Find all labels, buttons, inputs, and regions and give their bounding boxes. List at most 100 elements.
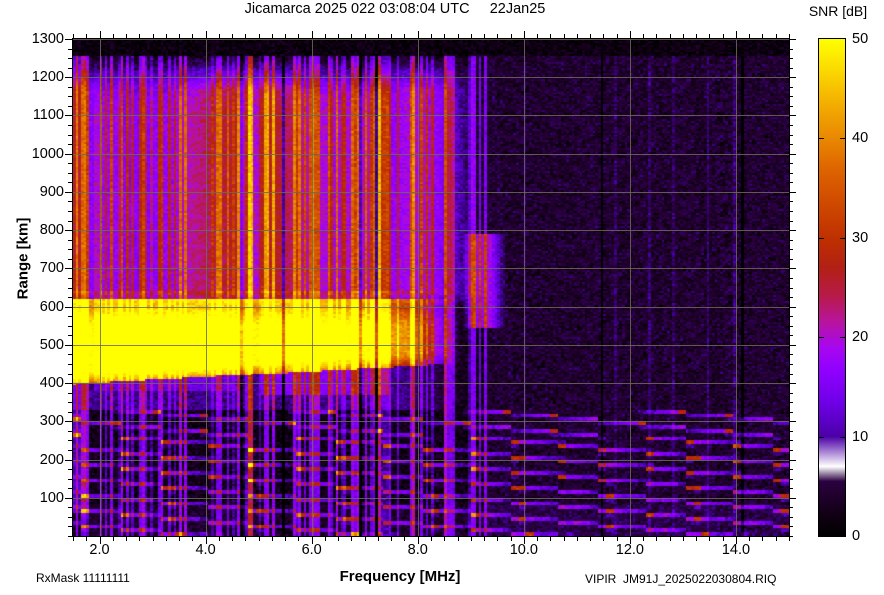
y-tick-label: 600 xyxy=(39,298,64,315)
x-tick-minor xyxy=(749,537,751,541)
x-tick-minor-top xyxy=(112,34,114,38)
y-tick-minor xyxy=(68,220,72,222)
y-tick-minor xyxy=(68,172,72,174)
y-tick-minor-right xyxy=(789,316,793,318)
x-tick-minor-top xyxy=(165,34,167,38)
x-tick-minor xyxy=(537,537,539,541)
y-tick-major-right xyxy=(789,115,796,117)
x-tick-minor xyxy=(762,537,764,541)
x-tick-minor-top xyxy=(298,34,300,38)
x-tick-minor-top xyxy=(510,34,512,38)
page-title: Jicamarca 2025 022 03:08:04 UTC 22Jan25 xyxy=(244,1,546,17)
gridline-horizontal xyxy=(73,383,789,384)
y-tick-minor-right xyxy=(789,507,793,509)
x-tick-minor xyxy=(497,537,499,541)
y-tick-minor-right xyxy=(789,125,793,127)
x-tick-minor-top xyxy=(73,34,74,38)
x-tick-minor-top xyxy=(179,34,181,38)
y-tick-minor-right xyxy=(789,335,793,337)
x-tick-minor-top xyxy=(603,34,605,38)
y-tick-major xyxy=(65,39,72,40)
x-tick-major xyxy=(311,537,313,544)
y-tick-minor xyxy=(68,516,72,518)
x-tick-minor-top xyxy=(391,34,393,38)
y-tick-minor xyxy=(68,134,72,136)
y-tick-minor xyxy=(68,58,72,60)
x-tick-minor xyxy=(789,537,790,541)
x-tick-minor xyxy=(165,537,167,541)
y-tick-minor-right xyxy=(789,363,793,365)
y-tick-minor-right xyxy=(789,249,793,251)
x-tick-minor xyxy=(192,537,194,541)
x-tick-label: 6.0 xyxy=(301,542,322,558)
x-tick-label: 10.0 xyxy=(509,542,538,558)
x-tick-major xyxy=(735,537,737,544)
x-tick-minor xyxy=(590,537,592,541)
rxmask-label: RxMask 11111111 xyxy=(36,571,130,585)
x-tick-minor xyxy=(351,537,353,541)
x-tick-minor xyxy=(298,537,300,541)
x-tick-minor xyxy=(722,537,724,541)
gridline-horizontal xyxy=(73,268,789,269)
x-tick-minor xyxy=(285,537,287,541)
y-tick-minor-right xyxy=(789,373,793,375)
y-tick-label: 900 xyxy=(39,183,64,200)
y-tick-minor-right xyxy=(789,411,793,413)
x-tick-minor xyxy=(431,537,432,541)
y-tick-major-right xyxy=(789,153,796,155)
x-tick-minor-top xyxy=(749,34,751,38)
y-tick-label: 400 xyxy=(39,375,64,392)
y-tick-minor xyxy=(68,469,72,471)
x-tick-minor-top xyxy=(351,34,353,38)
x-tick-minor-top xyxy=(431,34,432,38)
ionogram-plot-area[interactable] xyxy=(72,38,790,537)
y-tick-label: 1100 xyxy=(32,107,64,124)
gridline-horizontal xyxy=(73,115,789,116)
x-tick-minor-top xyxy=(404,34,406,38)
x-tick-minor-top xyxy=(470,34,472,38)
colorbar-tick-label: 0 xyxy=(852,528,861,544)
x-tick-minor-top xyxy=(576,34,578,38)
y-tick-minor-right xyxy=(789,488,793,490)
x-tick-minor xyxy=(218,537,220,541)
y-tick-minor xyxy=(68,144,72,146)
x-tick-minor-top xyxy=(444,34,446,38)
y-tick-major-right xyxy=(789,421,796,423)
x-tick-major-top xyxy=(205,31,207,38)
x-tick-major xyxy=(205,537,207,544)
x-tick-minor xyxy=(603,537,605,541)
gridline-horizontal xyxy=(73,421,789,422)
x-tick-minor-top xyxy=(709,34,711,38)
x-tick-minor xyxy=(112,537,114,541)
y-tick-minor xyxy=(68,67,72,69)
y-tick-label: 100 xyxy=(39,489,64,506)
x-tick-minor xyxy=(245,537,247,541)
y-tick-major xyxy=(65,230,72,232)
x-tick-minor xyxy=(364,537,366,541)
y-tick-minor-right xyxy=(789,163,793,165)
y-tick-minor-right xyxy=(789,449,793,451)
x-tick-minor xyxy=(86,537,88,541)
y-tick-minor-right xyxy=(789,105,793,107)
gridline-vertical xyxy=(736,39,737,536)
y-tick-minor-right xyxy=(789,182,793,184)
y-tick-major xyxy=(65,153,72,155)
y-tick-minor-right xyxy=(789,297,793,299)
x-tick-minor-top xyxy=(590,34,592,38)
x-tick-minor xyxy=(510,537,512,541)
x-tick-minor-top xyxy=(245,34,247,38)
x-tick-minor-top xyxy=(457,34,459,38)
y-tick-minor xyxy=(68,201,72,203)
x-tick-minor-top xyxy=(139,34,141,38)
x-tick-minor xyxy=(576,537,578,541)
x-tick-minor-top xyxy=(338,34,340,38)
x-tick-minor xyxy=(258,537,260,541)
x-tick-minor-top xyxy=(537,34,539,38)
y-tick-minor xyxy=(68,478,72,480)
x-tick-minor-top xyxy=(152,34,154,38)
colorbar-tick-label: 50 xyxy=(852,31,869,47)
x-tick-minor xyxy=(338,537,340,541)
x-tick-minor xyxy=(377,537,379,541)
y-tick-minor xyxy=(68,249,72,251)
y-tick-major xyxy=(65,344,72,346)
